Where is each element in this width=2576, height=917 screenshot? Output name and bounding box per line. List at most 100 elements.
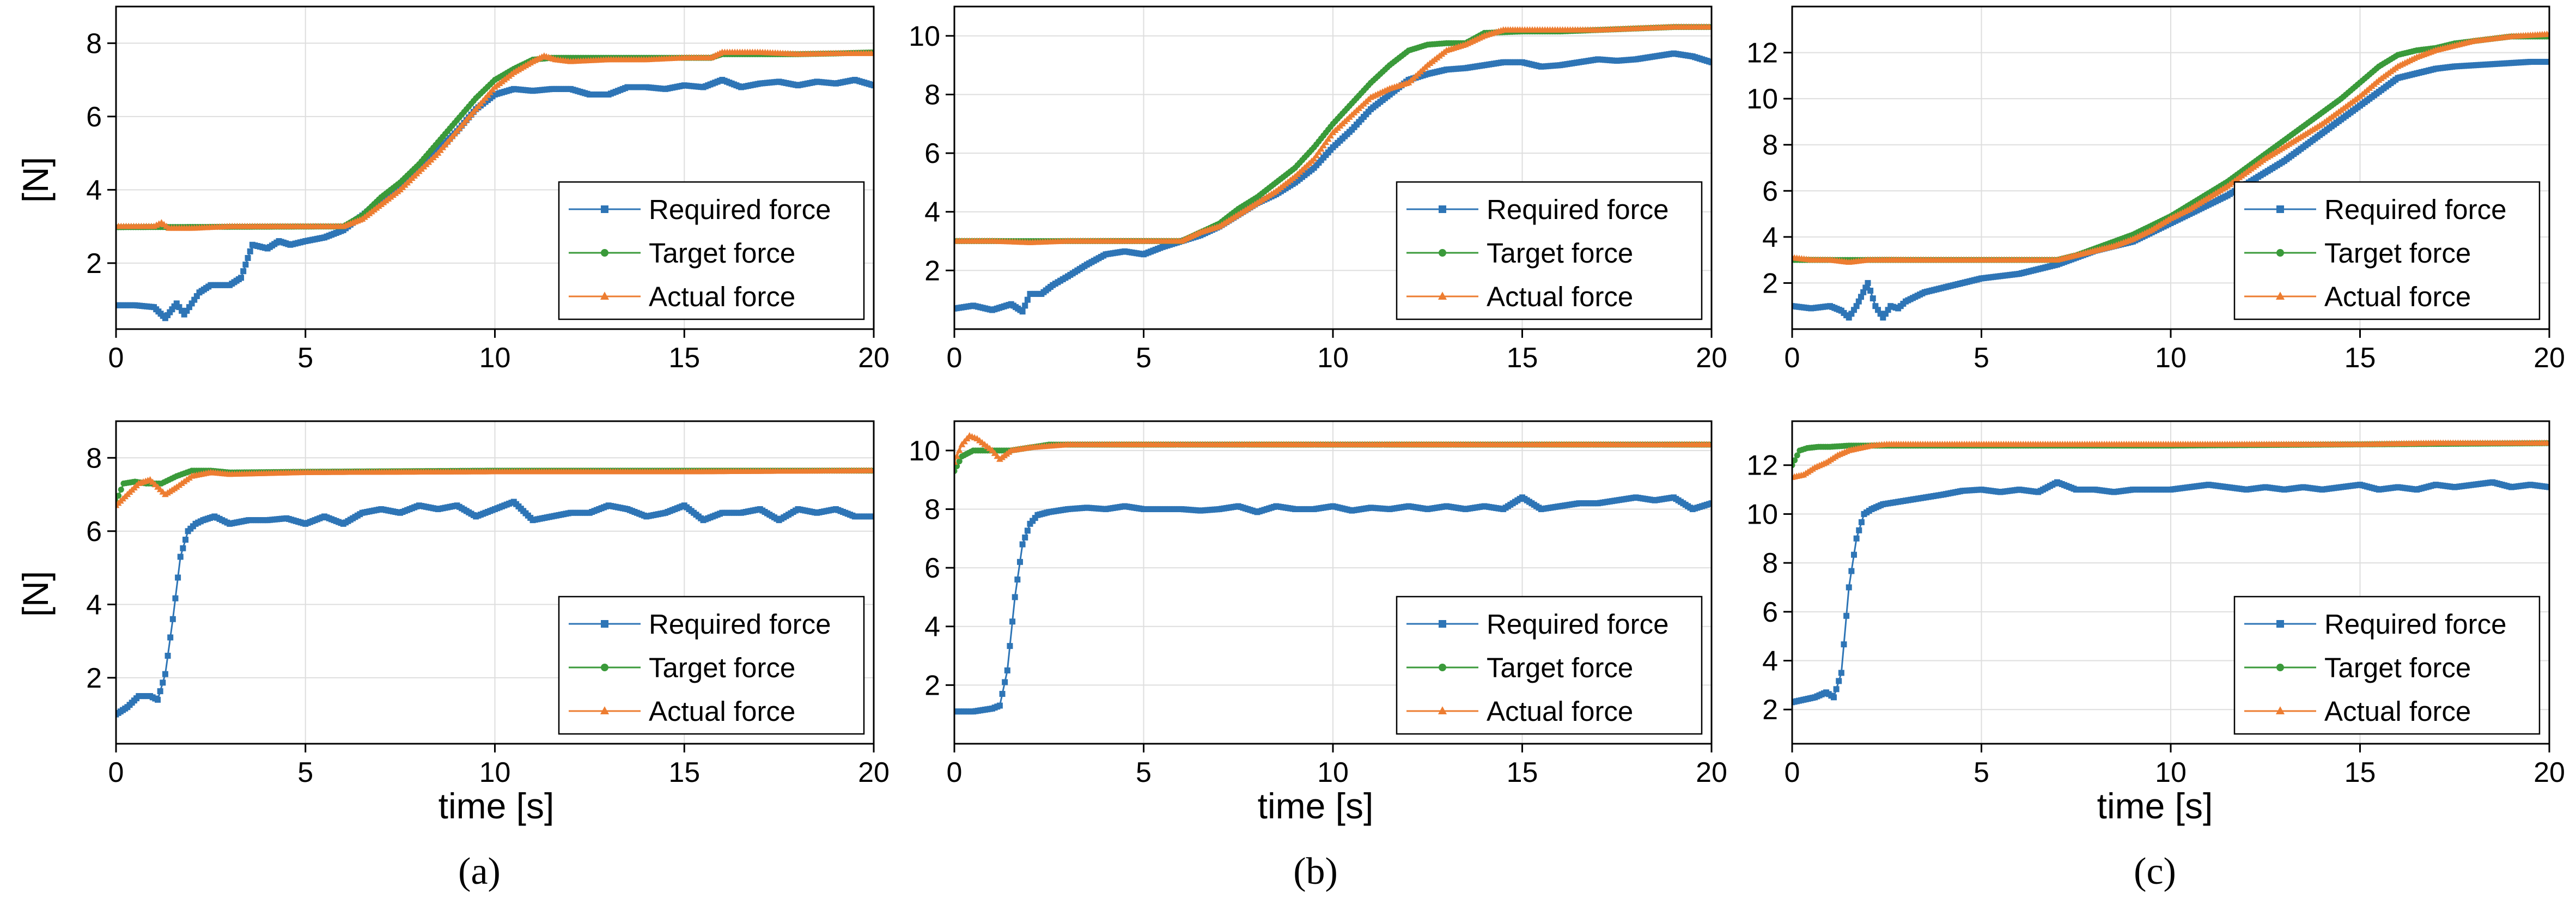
x-tick-label: 0	[947, 342, 963, 374]
legend-marker	[2276, 205, 2284, 213]
legend-marker	[1439, 205, 1446, 213]
legend-marker	[1439, 664, 1446, 671]
x-tick-label: 0	[108, 757, 124, 788]
data-point	[1014, 576, 1021, 583]
data-point	[1872, 303, 1879, 309]
x-tick-label: 15	[2344, 342, 2376, 374]
legend-label: Target force	[649, 238, 795, 269]
data-point	[167, 634, 174, 641]
data-point	[870, 513, 874, 520]
series-required-force	[1792, 479, 2549, 706]
data-point	[242, 262, 249, 268]
x-tick-label: 5	[297, 757, 313, 788]
data-point	[1009, 618, 1016, 625]
x-tick-label: 15	[668, 757, 700, 788]
data-point	[1022, 534, 1028, 541]
x-tick-label: 20	[2534, 342, 2565, 374]
data-point	[954, 452, 960, 459]
data-point	[1851, 307, 1858, 313]
data-point	[996, 702, 1003, 709]
data-point	[1022, 302, 1028, 309]
data-point	[180, 545, 186, 551]
data-point	[1002, 679, 1008, 685]
data-point	[1004, 667, 1010, 673]
legend-label: Required force	[649, 194, 831, 225]
y-tick-label: 12	[1746, 38, 1778, 69]
data-point	[175, 574, 181, 581]
data-point	[1016, 558, 1023, 565]
y-tick-label: 4	[86, 589, 102, 621]
data-point	[1858, 294, 1864, 300]
x-tick-label: 0	[1785, 342, 1800, 374]
data-point	[1007, 643, 1013, 649]
x-tick-label: 15	[668, 342, 700, 374]
legend-marker	[1438, 706, 1447, 714]
data-point	[157, 688, 163, 695]
x-tick-label: 5	[1974, 342, 1989, 374]
data-point	[1862, 284, 1869, 291]
legend-marker	[1439, 249, 1446, 257]
legend-marker	[601, 620, 608, 628]
y-tick-label: 2	[86, 248, 102, 280]
y-tick-label: 10	[1746, 83, 1778, 115]
y-tick-label: 6	[1762, 175, 1778, 207]
legend-label: Actual force	[649, 696, 795, 727]
x-tick-label: 20	[1696, 757, 1727, 788]
y-tick-label: 2	[924, 255, 940, 287]
data-point	[172, 595, 179, 602]
plot-area	[954, 432, 1712, 715]
legend-marker	[1438, 292, 1447, 300]
data-point	[1324, 135, 1332, 142]
x-tick-label: 15	[1507, 342, 1538, 374]
plot-area	[116, 466, 874, 718]
data-point	[179, 307, 185, 314]
legend-marker	[2276, 249, 2284, 257]
data-point	[155, 696, 161, 703]
data-point	[999, 691, 1006, 697]
data-point	[1024, 527, 1031, 534]
y-tick-label: 6	[86, 516, 102, 548]
y-tick-label: 4	[924, 197, 940, 228]
x-tick-label: 15	[1507, 757, 1538, 788]
legend-marker	[1439, 620, 1446, 628]
data-point	[1867, 288, 1874, 294]
data-point	[1848, 311, 1855, 317]
x-tick-label: 0	[947, 757, 963, 788]
data-point	[2546, 58, 2549, 65]
data-point	[238, 275, 245, 281]
y-tick-label: 2	[1762, 268, 1778, 299]
y-tick-label: 8	[1762, 130, 1778, 161]
data-point	[193, 293, 200, 299]
plot-area	[1792, 30, 2549, 321]
y-tick-label: 10	[909, 21, 940, 52]
data-point	[870, 82, 874, 89]
y-tick-label: 6	[924, 552, 940, 584]
series-required-force	[954, 494, 1712, 715]
data-point	[1855, 298, 1862, 305]
data-point	[1708, 441, 1712, 447]
data-point	[184, 307, 190, 314]
y-tick-label: 10	[909, 435, 940, 467]
data-point	[182, 537, 189, 543]
data-point	[169, 616, 176, 622]
x-tick-label: 5	[1136, 342, 1152, 374]
y-tick-label: 8	[86, 28, 102, 59]
data-point	[160, 679, 166, 686]
x-tick-label: 10	[2155, 342, 2187, 374]
data-point	[1019, 308, 1026, 315]
data-point	[1846, 314, 1852, 321]
data-point	[1322, 138, 1330, 145]
data-point	[1875, 307, 1881, 313]
data-point	[1869, 295, 1876, 302]
x-tick-label: 10	[479, 342, 511, 374]
data-point	[191, 296, 198, 303]
legend-marker	[600, 292, 610, 300]
